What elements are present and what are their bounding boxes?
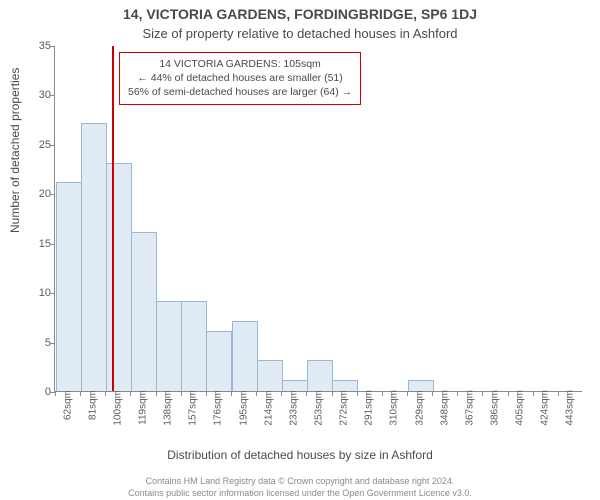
histogram-bar <box>181 301 207 391</box>
attribution-1: Contains HM Land Registry data © Crown c… <box>0 476 600 486</box>
x-tick-mark <box>306 391 307 396</box>
x-tick-label: 272sqm <box>339 390 350 426</box>
histogram-bar <box>408 380 434 391</box>
annotation-line: 14 VICTORIA GARDENS: 105sqm <box>128 57 352 71</box>
annotation-box: 14 VICTORIA GARDENS: 105sqm← 44% of deta… <box>119 52 361 105</box>
x-tick-label: 119sqm <box>138 390 149 425</box>
x-tick-label: 233sqm <box>288 390 299 426</box>
histogram-bar <box>332 380 358 391</box>
y-tick-label: 25 <box>21 139 51 151</box>
x-tick-label: 81sqm <box>87 390 98 420</box>
x-tick-mark <box>357 391 358 396</box>
x-tick-label: 291sqm <box>364 390 375 426</box>
x-tick-label: 100sqm <box>112 390 123 426</box>
y-tick-label: 30 <box>21 89 51 101</box>
y-tick-label: 15 <box>21 238 51 250</box>
x-tick-mark <box>256 391 257 396</box>
x-tick-mark <box>457 391 458 396</box>
x-tick-mark <box>382 391 383 396</box>
y-tick-mark <box>50 95 55 96</box>
histogram-bar <box>156 301 182 391</box>
x-tick-label: 138sqm <box>163 390 174 426</box>
page-title: 14, VICTORIA GARDENS, FORDINGBRIDGE, SP6… <box>0 6 600 22</box>
y-tick-label: 20 <box>21 188 51 200</box>
x-tick-mark <box>206 391 207 396</box>
x-tick-label: 424sqm <box>540 390 551 426</box>
x-tick-mark <box>231 391 232 396</box>
x-tick-label: 329sqm <box>414 390 425 426</box>
histogram-bar <box>232 321 258 391</box>
chart-container: 14, VICTORIA GARDENS, FORDINGBRIDGE, SP6… <box>0 0 600 500</box>
attribution-2: Contains public sector information licen… <box>0 488 600 498</box>
histogram-bar <box>56 182 82 391</box>
y-tick-label: 10 <box>21 287 51 299</box>
plot-area: 0510152025303562sqm81sqm100sqm119sqm138s… <box>54 46 582 392</box>
x-tick-mark <box>482 391 483 396</box>
x-tick-mark <box>105 391 106 396</box>
x-tick-label: 62sqm <box>62 390 73 420</box>
plot-inner: 0510152025303562sqm81sqm100sqm119sqm138s… <box>54 46 582 392</box>
x-tick-mark <box>508 391 509 396</box>
annotation-line: 56% of semi-detached houses are larger (… <box>128 85 352 99</box>
x-tick-label: 176sqm <box>213 390 224 426</box>
histogram-bar <box>257 360 283 391</box>
x-tick-mark <box>407 391 408 396</box>
histogram-bar <box>206 331 232 391</box>
marker-line <box>112 46 114 391</box>
x-tick-label: 157sqm <box>188 390 199 426</box>
x-tick-mark <box>181 391 182 396</box>
y-tick-label: 0 <box>21 386 51 398</box>
x-tick-mark <box>533 391 534 396</box>
page-subtitle: Size of property relative to detached ho… <box>0 26 600 41</box>
x-tick-mark <box>432 391 433 396</box>
y-tick-mark <box>50 145 55 146</box>
x-tick-label: 405sqm <box>515 390 526 426</box>
histogram-bar <box>282 380 308 391</box>
x-tick-label: 443sqm <box>565 390 576 426</box>
y-tick-mark <box>50 46 55 47</box>
y-tick-label: 35 <box>21 40 51 52</box>
annotation-line: ← 44% of detached houses are smaller (51… <box>128 71 352 85</box>
histogram-bar <box>307 360 333 391</box>
histogram-bar <box>81 123 107 391</box>
x-tick-mark <box>281 391 282 396</box>
x-tick-mark <box>558 391 559 396</box>
x-tick-label: 195sqm <box>238 390 249 426</box>
y-tick-mark <box>50 244 55 245</box>
x-tick-label: 214sqm <box>263 390 274 426</box>
x-tick-label: 367sqm <box>464 390 475 426</box>
x-tick-label: 253sqm <box>314 390 325 426</box>
x-tick-mark <box>156 391 157 396</box>
y-tick-mark <box>50 293 55 294</box>
x-tick-label: 310sqm <box>389 390 400 426</box>
x-tick-mark <box>55 391 56 396</box>
y-tick-mark <box>50 343 55 344</box>
histogram-bar <box>131 232 157 391</box>
x-axis-label: Distribution of detached houses by size … <box>0 448 600 462</box>
x-tick-mark <box>332 391 333 396</box>
x-tick-mark <box>130 391 131 396</box>
x-tick-label: 348sqm <box>439 390 450 426</box>
histogram-bar <box>106 163 132 391</box>
x-tick-mark <box>80 391 81 396</box>
x-tick-label: 386sqm <box>490 390 501 426</box>
y-axis-label: Number of detached properties <box>8 68 22 233</box>
y-tick-label: 5 <box>21 337 51 349</box>
y-tick-mark <box>50 194 55 195</box>
